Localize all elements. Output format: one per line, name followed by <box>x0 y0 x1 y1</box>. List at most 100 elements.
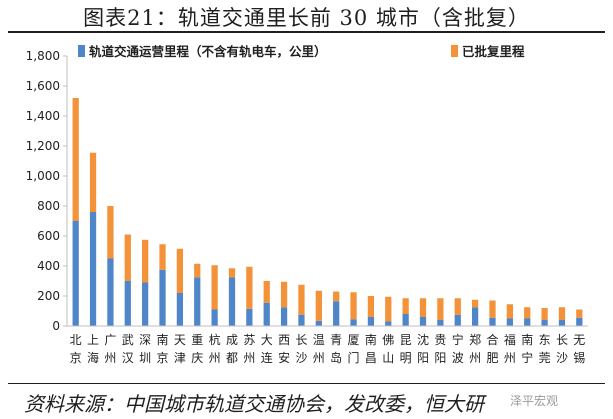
bar-approved <box>402 298 409 314</box>
bar-operating <box>280 307 288 326</box>
bar-operating <box>298 314 305 326</box>
bar-approved <box>228 268 236 278</box>
x-category-label: 温 <box>313 333 325 347</box>
bar-operating <box>471 307 479 326</box>
x-category-label: 青 <box>330 333 342 347</box>
bar-approved <box>524 307 531 319</box>
x-category-label: 莞 <box>539 351 551 365</box>
x-category-label: 西 <box>278 333 290 347</box>
bar-approved <box>437 298 444 320</box>
bar-operating <box>350 319 357 326</box>
bars <box>72 98 583 326</box>
bar-operating <box>385 321 392 326</box>
y-tick-label: 600 <box>37 229 60 243</box>
x-category-label: 深 <box>139 333 151 347</box>
x-category-label: 州 <box>243 351 255 365</box>
bar-operating <box>333 301 340 326</box>
x-category-label: 阳 <box>417 351 429 365</box>
x-category-label: 无 <box>573 333 585 347</box>
figure-title: 图表21：轨道交通里长前 30 城市（含批复） <box>83 6 530 30</box>
x-category-label: 北 <box>70 333 82 347</box>
top-rule <box>8 31 605 33</box>
y-tick-label: 200 <box>37 289 60 303</box>
x-category-label: 广 <box>104 333 116 347</box>
bar-operating <box>506 318 513 326</box>
x-category-label: 成 <box>226 333 238 347</box>
x-category-label: 福 <box>504 332 516 347</box>
x-category-label: 宁 <box>521 350 533 365</box>
x-category-label: 武 <box>122 333 134 347</box>
bar-approved <box>506 304 513 319</box>
x-category-label: 南 <box>521 332 533 347</box>
x-category-label: 厦 <box>348 333 360 347</box>
y-tick-label: 1,000 <box>26 169 60 183</box>
bar-approved <box>367 296 375 317</box>
bar-approved <box>350 292 357 320</box>
bottom-rule <box>8 383 605 384</box>
x-category-label: 锡 <box>573 350 585 365</box>
x-category-label: 天 <box>174 333 186 347</box>
x-category-label: 波 <box>452 351 464 365</box>
x-category-label: 山 <box>382 351 394 365</box>
x-category-label: 海 <box>87 350 99 365</box>
bar-operating <box>419 317 427 326</box>
x-category-label: 佛 <box>382 333 394 347</box>
legend-label-approved: 已批复里程 <box>462 44 525 59</box>
bar-operating <box>228 277 236 326</box>
x-category-label: 明 <box>400 351 412 365</box>
bar-approved <box>385 296 392 322</box>
x-category-label: 州 <box>469 351 481 365</box>
x-category-label: 大 <box>261 333 273 347</box>
x-category-label: 重 <box>191 333 203 347</box>
x-category-label: 长 <box>556 333 568 347</box>
x-category-label: 贵 <box>434 333 446 347</box>
x-category-label: 庆 <box>191 351 203 365</box>
bar-approved <box>211 265 218 310</box>
x-category-label: 沈 <box>417 332 429 347</box>
x-category-label: 南 <box>157 332 169 347</box>
bar-operating <box>558 320 566 326</box>
x-category-label: 州 <box>313 351 325 365</box>
x-category-label: 都 <box>226 351 238 365</box>
bar-approved <box>489 300 496 318</box>
x-category-label: 郑 <box>469 332 481 347</box>
bar-operating <box>176 293 184 326</box>
y-tick-label: 1,800 <box>26 49 60 63</box>
bar-operating <box>524 318 531 326</box>
x-category-label: 合 <box>486 332 498 347</box>
y-tick-label: 1,200 <box>26 139 60 153</box>
x-category-label: 京 <box>70 351 82 365</box>
bar-operating <box>89 212 97 326</box>
chart-legend: 轨道交通运营里程（不含有轨电车，公里） 已批复里程 <box>78 44 525 59</box>
bar-approved <box>298 284 305 315</box>
x-category-label: 州 <box>104 351 116 365</box>
x-category-label: 汉 <box>122 351 134 365</box>
bar-operating <box>124 281 131 326</box>
bar-approved <box>72 98 79 221</box>
x-category-label: 州 <box>209 351 221 365</box>
bar-approved <box>315 290 322 321</box>
x-category-label: 长 <box>295 333 307 347</box>
bar-approved <box>107 206 114 259</box>
bar-approved <box>159 244 166 270</box>
bar-approved <box>263 281 270 303</box>
x-category-label: 州 <box>504 351 516 365</box>
bar-operating <box>246 308 253 326</box>
x-category-label: 连 <box>261 350 273 365</box>
bar-operating <box>437 320 444 326</box>
watermark-text: 泽平宏观 <box>510 394 559 408</box>
bar-approved <box>89 152 97 212</box>
x-category-label: 门 <box>348 350 360 365</box>
legend-swatch-operating <box>78 45 85 57</box>
x-category-label: 昆 <box>400 333 412 347</box>
legend-swatch-approved <box>451 45 458 57</box>
x-category-label: 南 <box>365 332 377 347</box>
bar-operating <box>367 317 375 326</box>
bar-approved <box>333 291 340 302</box>
bar-approved <box>194 263 201 278</box>
bar-operating <box>159 269 166 326</box>
bar-approved <box>576 309 583 318</box>
x-category-label: 宁 <box>452 332 464 347</box>
bar-operating <box>263 302 270 326</box>
x-category-label: 上 <box>87 333 99 347</box>
